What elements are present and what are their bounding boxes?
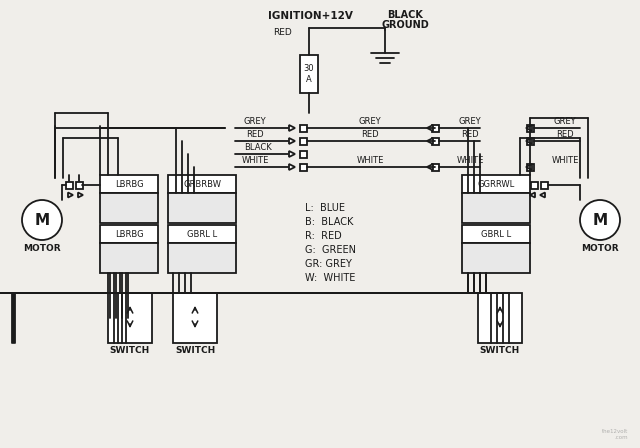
- Text: G:  GREEN: G: GREEN: [305, 245, 356, 255]
- Bar: [173, 293, 217, 343]
- Polygon shape: [427, 138, 433, 144]
- Bar: [300, 138, 307, 145]
- Bar: [300, 55, 318, 93]
- Bar: [100, 225, 158, 243]
- Text: GREY: GREY: [554, 116, 576, 125]
- Text: GREY: GREY: [358, 116, 381, 125]
- Bar: [462, 175, 530, 193]
- Polygon shape: [68, 193, 73, 198]
- Text: GBRL L: GBRL L: [187, 229, 217, 238]
- Text: BLACK: BLACK: [244, 142, 272, 151]
- Text: WHITE: WHITE: [356, 155, 384, 164]
- Text: the12volt
.com: the12volt .com: [602, 429, 628, 440]
- Text: RED: RED: [461, 129, 479, 138]
- Polygon shape: [78, 193, 83, 198]
- Bar: [300, 151, 307, 158]
- Bar: [168, 175, 236, 193]
- Text: MOTOR: MOTOR: [581, 244, 619, 253]
- Text: W:  WHITE: W: WHITE: [305, 273, 355, 283]
- Bar: [431, 125, 438, 132]
- Text: GBRL L: GBRL L: [481, 229, 511, 238]
- Polygon shape: [289, 138, 295, 144]
- Polygon shape: [526, 164, 532, 170]
- Text: GREY: GREY: [459, 116, 481, 125]
- Circle shape: [22, 200, 62, 240]
- Bar: [527, 164, 534, 171]
- Bar: [431, 138, 438, 145]
- Polygon shape: [526, 138, 532, 144]
- Text: LBRBG: LBRBG: [115, 229, 143, 238]
- Bar: [100, 243, 158, 273]
- Text: RED: RED: [274, 27, 292, 36]
- Text: RED: RED: [246, 129, 264, 138]
- Text: SWITCH: SWITCH: [175, 345, 215, 354]
- Text: SWITCH: SWITCH: [110, 345, 150, 354]
- Text: SWITCH: SWITCH: [480, 345, 520, 354]
- Bar: [168, 225, 236, 243]
- Bar: [100, 175, 158, 193]
- Text: RED: RED: [556, 129, 574, 138]
- Text: M: M: [35, 212, 49, 228]
- Text: R:  RED: R: RED: [305, 231, 342, 241]
- Polygon shape: [427, 125, 433, 131]
- Bar: [300, 164, 307, 171]
- Text: WHITE: WHITE: [456, 155, 484, 164]
- Polygon shape: [526, 125, 532, 131]
- Text: GRBRBW: GRBRBW: [183, 180, 221, 189]
- Text: IGNITION+12V: IGNITION+12V: [268, 11, 353, 21]
- Bar: [65, 181, 72, 189]
- Bar: [462, 193, 530, 223]
- Bar: [168, 193, 236, 223]
- Text: LBRBG: LBRBG: [115, 180, 143, 189]
- Bar: [76, 181, 83, 189]
- Text: 30
A: 30 A: [304, 65, 314, 84]
- Text: WHITE: WHITE: [241, 155, 269, 164]
- Bar: [100, 193, 158, 223]
- Bar: [168, 243, 236, 273]
- Text: BLACK: BLACK: [387, 10, 423, 20]
- Polygon shape: [427, 164, 433, 170]
- Bar: [462, 225, 530, 243]
- Bar: [431, 164, 438, 171]
- Text: B:  BLACK: B: BLACK: [305, 217, 353, 227]
- Text: L:  BLUE: L: BLUE: [305, 203, 345, 213]
- Text: WHITE: WHITE: [551, 155, 579, 164]
- Bar: [527, 138, 534, 145]
- Bar: [300, 125, 307, 132]
- Text: M: M: [593, 212, 607, 228]
- Polygon shape: [289, 164, 295, 170]
- Bar: [478, 293, 522, 343]
- Polygon shape: [289, 125, 295, 131]
- Bar: [531, 181, 538, 189]
- Bar: [527, 125, 534, 132]
- Text: RED: RED: [361, 129, 379, 138]
- Text: GR: GREY: GR: GREY: [305, 259, 352, 269]
- Bar: [462, 243, 530, 273]
- Bar: [108, 293, 152, 343]
- Polygon shape: [540, 193, 545, 198]
- Text: GGRRWL: GGRRWL: [477, 180, 515, 189]
- Text: GREY: GREY: [244, 116, 266, 125]
- Bar: [541, 181, 547, 189]
- Text: MOTOR: MOTOR: [23, 244, 61, 253]
- Circle shape: [580, 200, 620, 240]
- Polygon shape: [530, 193, 535, 198]
- Polygon shape: [289, 151, 295, 157]
- Text: GROUND: GROUND: [381, 20, 429, 30]
